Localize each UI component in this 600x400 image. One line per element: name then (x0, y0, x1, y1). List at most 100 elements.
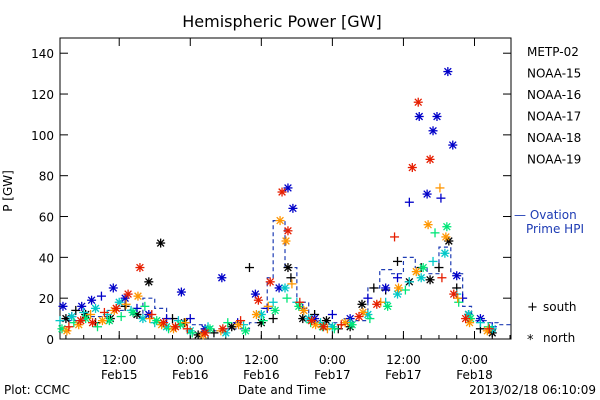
x-tick-label-date: Feb16 (172, 368, 209, 382)
data-point-south (295, 297, 305, 307)
data-point-north (176, 287, 186, 297)
data-point-south (453, 293, 463, 303)
star-d2 (298, 314, 307, 323)
x-tick-label-time: 12:00 (386, 353, 421, 367)
data-point-north (274, 283, 284, 293)
data-point-north (452, 271, 462, 281)
data-point-south (223, 318, 233, 328)
data-point-south (145, 314, 155, 324)
y-tick-label: 20 (39, 292, 54, 306)
star-d2 (159, 318, 168, 327)
star-d2 (58, 324, 66, 333)
data-point-north (449, 289, 459, 299)
star-d2 (383, 302, 392, 311)
data-point-north (283, 263, 293, 273)
star-d2 (276, 216, 284, 225)
data-point-north (58, 301, 68, 311)
data-point-north (383, 301, 393, 311)
star-d2 (289, 204, 297, 213)
data-point-north (423, 220, 433, 230)
data-point-north (443, 67, 453, 77)
star-d2 (433, 112, 441, 121)
data-point-north (448, 140, 458, 150)
star-d2 (133, 310, 141, 319)
data-point-north (227, 322, 237, 332)
x-tick-label-time: 0:00 (461, 353, 488, 367)
data-point-north (76, 316, 86, 326)
star-d2 (134, 292, 142, 300)
data-point-north (444, 236, 454, 246)
star-d2 (284, 184, 292, 192)
data-point-north (413, 97, 423, 107)
data-point-north (251, 310, 261, 320)
star-d2 (381, 284, 390, 292)
star-d2 (394, 284, 403, 292)
ovation-prime-line (60, 220, 511, 332)
series-noaa-16 (55, 248, 497, 338)
series-noaa-18 (62, 183, 492, 340)
star-d2 (105, 316, 114, 325)
data-point-south (147, 310, 157, 320)
star-d2 (284, 263, 292, 272)
data-point-south (434, 263, 444, 273)
legend-entry: METP-02 (527, 45, 579, 59)
data-point-north (318, 322, 328, 332)
data-point-north (428, 126, 438, 136)
star-d2 (423, 190, 431, 198)
data-point-north (393, 283, 403, 293)
data-point-south (430, 228, 440, 238)
y-tick-label: 80 (39, 170, 54, 184)
data-point-north (270, 305, 280, 315)
star-d2 (278, 188, 286, 196)
data-point-south (209, 328, 219, 338)
data-point-north (381, 283, 391, 293)
y-tick-label: 0 (46, 333, 54, 347)
star-d2 (87, 296, 96, 305)
star-d2 (464, 310, 473, 319)
data-point-north (275, 216, 285, 226)
data-point-north (120, 293, 130, 303)
data-point-north (67, 312, 77, 322)
data-point-north (135, 263, 145, 273)
data-point-south (322, 324, 332, 334)
star-d2 (124, 290, 132, 298)
data-point-south (71, 305, 81, 315)
data-point-south (120, 301, 130, 311)
star-d2 (449, 290, 458, 298)
legend-entry: NOAA-15 (527, 67, 581, 81)
star-d2 (77, 302, 86, 311)
data-point-south (336, 320, 346, 330)
data-markers (55, 67, 497, 340)
x-tick-label-time: 12:00 (102, 353, 137, 367)
star-d2 (443, 222, 451, 231)
star-d2 (311, 320, 320, 329)
data-point-south (404, 197, 414, 207)
data-point-north (218, 324, 228, 334)
star-d2 (408, 163, 417, 172)
star-d2 (91, 304, 100, 313)
star-d2 (319, 322, 328, 331)
data-point-north (340, 318, 350, 328)
star-d2 (452, 271, 461, 280)
legend: METP-02 NOAA-15 NOAA-16 NOAA-17 NOAA-18 NOAA-… (514, 45, 584, 348)
star-d2 (139, 314, 147, 323)
star-d2 (68, 312, 76, 321)
star-d2 (115, 298, 124, 307)
footer-timestamp: 2013/02/18 06:10:09 (469, 383, 596, 397)
star-d2 (271, 306, 279, 315)
data-point-south (327, 310, 337, 320)
data-point-south (484, 324, 494, 334)
star-d2 (136, 263, 144, 272)
star-d2 (144, 278, 153, 286)
data-point-south (393, 273, 403, 283)
data-point-south (428, 256, 438, 266)
data-point-north (358, 307, 368, 317)
data-point-north (283, 226, 293, 236)
star-d2 (218, 324, 227, 333)
data-point-north (91, 303, 101, 313)
data-point-south (180, 318, 190, 328)
star-d2 (448, 141, 457, 149)
legend-south-symbol: + (527, 300, 538, 315)
star-d2 (294, 302, 303, 311)
data-point-south (262, 303, 272, 313)
